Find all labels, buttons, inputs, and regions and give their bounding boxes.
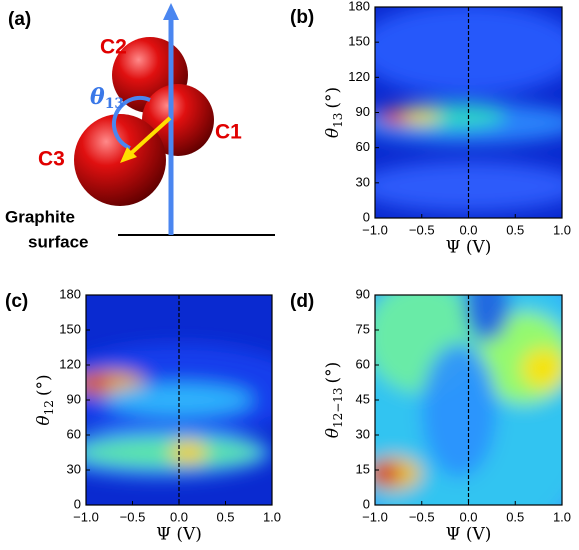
y-tick-label: 120 xyxy=(59,356,81,371)
y-tick-label: 30 xyxy=(356,426,370,441)
x-tick-label: −0.5 xyxy=(409,222,435,237)
x-axis-label: Ψ (V) xyxy=(446,238,492,258)
angle-subscript: 13 xyxy=(105,96,124,112)
panel-label: (a) xyxy=(8,9,31,30)
x-tick-label: 0.0 xyxy=(459,509,477,524)
angle-arc xyxy=(112,96,151,150)
field-blob xyxy=(375,7,562,96)
arrow-head xyxy=(163,3,179,20)
angle-label: θ13 xyxy=(90,84,124,112)
y-tick-label: 60 xyxy=(67,426,81,441)
x-tick-label: −0.5 xyxy=(120,509,146,524)
field-blob xyxy=(464,295,510,341)
atom-label: C2 xyxy=(100,36,127,59)
y-tick-label: 90 xyxy=(356,104,370,119)
y-label-symbol: θ xyxy=(323,428,343,438)
field-blob xyxy=(375,161,562,212)
y-label-subscript: 13 xyxy=(331,113,345,128)
y-tick-label: 60 xyxy=(356,139,370,154)
x-tick-label: 0.5 xyxy=(506,222,524,237)
y-tick-label: 0 xyxy=(363,209,370,224)
atom-label: C3 xyxy=(38,148,65,171)
surface-label: Graphite xyxy=(5,207,75,226)
x-tick-label: 0.0 xyxy=(170,509,188,524)
x-tick-label: −1.0 xyxy=(362,509,388,524)
x-tick-label: −1.0 xyxy=(73,509,99,524)
y-tick-label: 150 xyxy=(348,34,370,49)
x-tick-label: 0.0 xyxy=(459,222,477,237)
field-blob xyxy=(520,347,562,390)
y-tick-label: 60 xyxy=(356,356,370,371)
x-axis-label: Ψ (V) xyxy=(156,525,202,545)
y-axis-label: θ12−13 (°) xyxy=(323,362,345,439)
x-tick-label: 1.0 xyxy=(553,509,571,524)
y-tick-label: 90 xyxy=(356,286,370,301)
y-tick-label: 45 xyxy=(356,391,370,406)
panel-label: (c) xyxy=(5,291,28,312)
y-label-subscript: 12 xyxy=(42,400,56,415)
bond-vector xyxy=(126,116,172,158)
field-blob xyxy=(421,343,497,478)
x-tick-label: −0.5 xyxy=(409,509,435,524)
y-tick-label: 0 xyxy=(74,496,81,511)
x-tick-label: 1.0 xyxy=(263,509,281,524)
field-blob xyxy=(169,440,207,465)
y-tick-label: 120 xyxy=(348,69,370,84)
field-blob xyxy=(86,375,111,392)
y-axis-label: θ12 (°) xyxy=(34,374,56,425)
atom-c3 xyxy=(74,114,166,206)
field-blob xyxy=(375,461,400,486)
y-label-subscript: 12−13 xyxy=(331,387,345,428)
panel-label: (b) xyxy=(290,7,314,28)
y-axis-label: θ13 (°) xyxy=(323,87,345,138)
y-tick-label: 30 xyxy=(67,461,81,476)
x-tick-label: 1.0 xyxy=(553,222,571,237)
y-label-unit: (°) xyxy=(34,374,54,396)
atom-label: C1 xyxy=(215,121,242,144)
y-tick-label: 150 xyxy=(59,321,81,336)
surface-label: surface xyxy=(28,232,88,251)
y-tick-label: 180 xyxy=(348,0,370,13)
molecule-diagram: (a) C2 C1 C3 θ13 Graphite surface xyxy=(5,3,275,251)
angle-symbol: θ xyxy=(90,84,105,110)
panel-label: (d) xyxy=(290,291,314,312)
contour-field xyxy=(375,7,562,218)
y-tick-label: 30 xyxy=(356,174,370,189)
y-tick-label: 15 xyxy=(356,461,370,476)
y-label-symbol: θ xyxy=(323,128,343,138)
y-tick-label: 90 xyxy=(67,391,81,406)
y-tick-label: 75 xyxy=(356,321,370,336)
vector-head xyxy=(120,147,137,163)
x-axis-label: Ψ (V) xyxy=(446,525,492,545)
x-tick-label: 0.5 xyxy=(506,509,524,524)
y-label-unit: (°) xyxy=(323,362,343,384)
y-label-unit: (°) xyxy=(323,87,343,109)
y-tick-label: 180 xyxy=(59,286,81,301)
y-tick-label: 0 xyxy=(363,496,370,511)
y-label-symbol: θ xyxy=(34,415,54,425)
x-tick-label: 0.5 xyxy=(216,509,234,524)
x-tick-label: −1.0 xyxy=(362,222,388,237)
field-blob xyxy=(378,109,409,124)
